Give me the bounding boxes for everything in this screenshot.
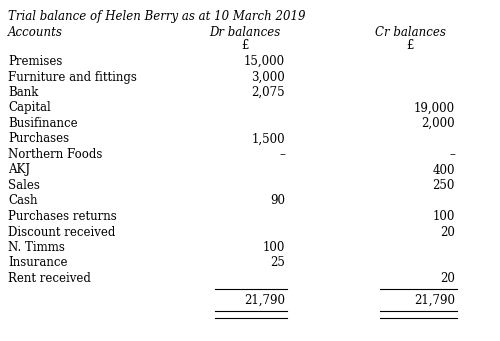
Text: 21,790: 21,790 <box>414 294 455 307</box>
Text: Discount received: Discount received <box>8 225 116 238</box>
Text: 100: 100 <box>262 241 285 254</box>
Text: 25: 25 <box>270 256 285 269</box>
Text: Trial balance of Helen Berry as at 10 March 2019: Trial balance of Helen Berry as at 10 Ma… <box>8 10 306 23</box>
Text: 1,500: 1,500 <box>252 133 285 146</box>
Text: –: – <box>449 148 455 161</box>
Text: 19,000: 19,000 <box>414 102 455 115</box>
Text: 250: 250 <box>432 179 455 192</box>
Text: Cash: Cash <box>8 194 38 208</box>
Text: 20: 20 <box>440 272 455 285</box>
Text: Dr balances: Dr balances <box>210 26 280 39</box>
Text: –: – <box>279 148 285 161</box>
Text: Premises: Premises <box>8 55 62 68</box>
Text: 2,075: 2,075 <box>252 86 285 99</box>
Text: Insurance: Insurance <box>8 256 68 269</box>
Text: Northern Foods: Northern Foods <box>8 148 102 161</box>
Text: 21,790: 21,790 <box>244 294 285 307</box>
Text: N. Timms: N. Timms <box>8 241 65 254</box>
Text: 100: 100 <box>432 210 455 223</box>
Text: Bank: Bank <box>8 86 38 99</box>
Text: Cr balances: Cr balances <box>374 26 446 39</box>
Text: £: £ <box>242 39 248 52</box>
Text: AKJ: AKJ <box>8 163 30 177</box>
Text: Busifinance: Busifinance <box>8 117 78 130</box>
Text: Sales: Sales <box>8 179 40 192</box>
Text: 15,000: 15,000 <box>244 55 285 68</box>
Text: £: £ <box>406 39 414 52</box>
Text: 90: 90 <box>270 194 285 208</box>
Text: Furniture and fittings: Furniture and fittings <box>8 71 137 84</box>
Text: 2,000: 2,000 <box>422 117 455 130</box>
Text: Rent received: Rent received <box>8 272 91 285</box>
Text: Accounts: Accounts <box>8 26 63 39</box>
Text: 20: 20 <box>440 225 455 238</box>
Text: 3,000: 3,000 <box>252 71 285 84</box>
Text: Purchases returns: Purchases returns <box>8 210 117 223</box>
Text: Capital: Capital <box>8 102 51 115</box>
Text: 400: 400 <box>432 163 455 177</box>
Text: Purchases: Purchases <box>8 133 69 146</box>
